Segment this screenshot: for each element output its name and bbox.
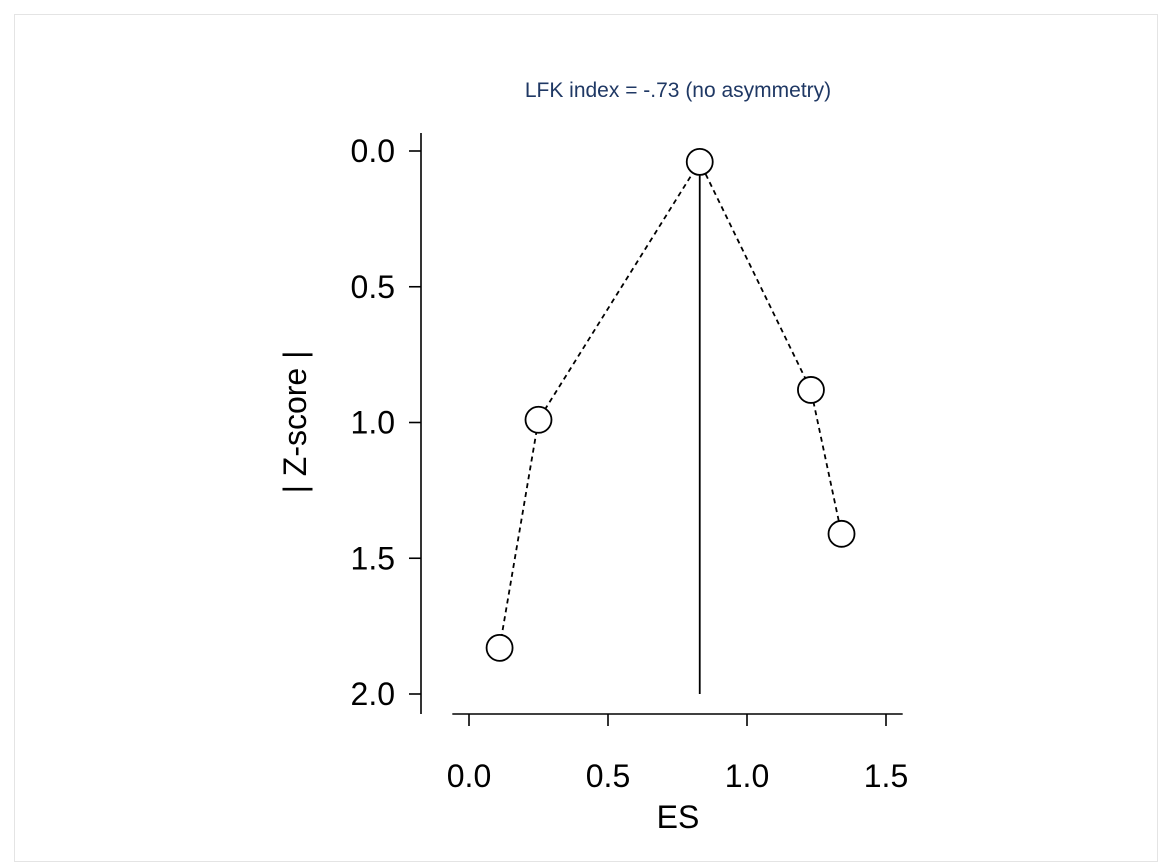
points-layer [485,147,856,662]
axes: 0.0 0.5 1.0 1.5 2.0 0.0 0.5 1.0 1.5 [351,133,908,794]
x-tick-label: 0.0 [447,758,491,794]
chart-title: LFK index = -.73 (no asymmetry) [525,79,831,102]
data-point [685,147,714,176]
data-point [827,519,856,548]
data-point [797,376,825,404]
y-axis-label: | Z-score | [277,351,313,494]
x-axis-label: ES [657,799,700,835]
chart-frame [14,14,1158,862]
connector-layer [498,160,843,648]
y-tick-label: 2.0 [351,676,395,712]
doi-connector-line [498,160,843,648]
x-tick-label: 1.0 [725,758,769,794]
y-tick-label: 0.5 [351,269,395,305]
data-point [524,405,553,434]
y-tick-label: 1.0 [351,405,395,441]
x-tick-label: 1.5 [864,758,908,794]
x-tick-label: 0.5 [586,758,630,794]
y-tick-label: 0.0 [351,133,395,169]
y-tick-label: 1.5 [351,540,395,576]
data-point [485,633,514,662]
